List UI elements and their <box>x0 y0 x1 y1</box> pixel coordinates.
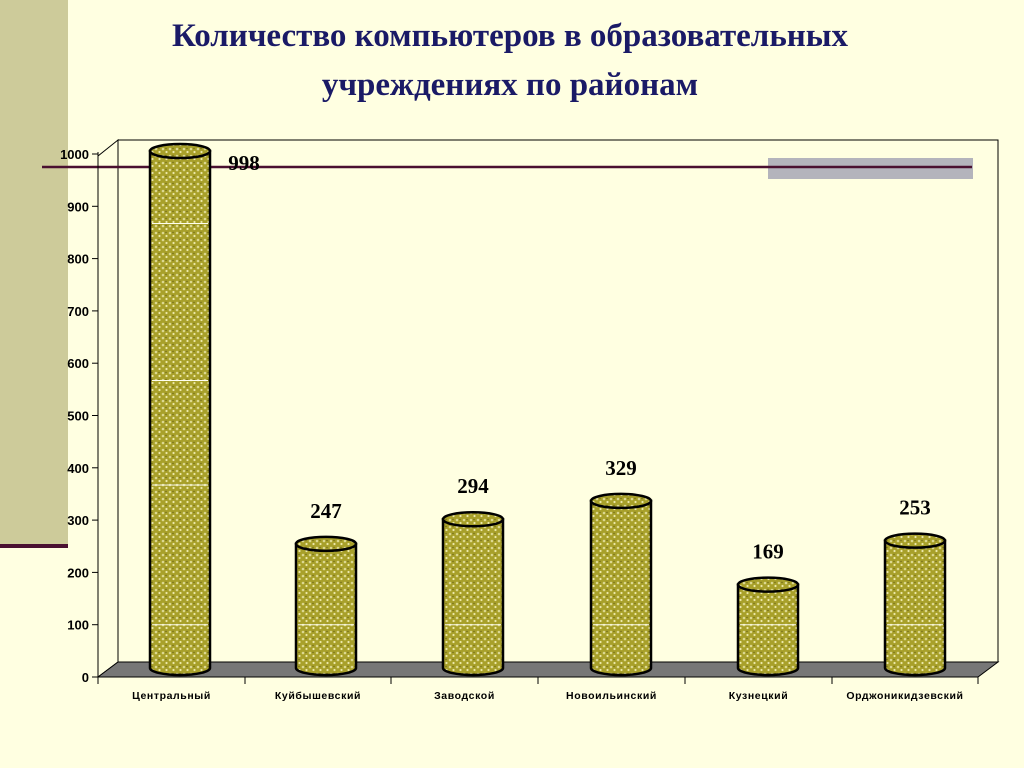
plot-back-wall <box>117 139 999 663</box>
y-tick-label: 0 <box>82 670 89 685</box>
bar <box>148 142 212 677</box>
y-tick-label: 900 <box>67 199 89 214</box>
side-decoration-rule <box>0 544 68 548</box>
accent-gray-bar <box>768 158 973 179</box>
data-label: 329 <box>605 456 637 480</box>
y-tick-label: 200 <box>67 565 89 580</box>
y-tick-label: 500 <box>67 409 89 424</box>
bar <box>883 532 947 677</box>
data-labels: 998 247 294 329 169 253 <box>228 151 931 564</box>
bars <box>148 142 947 677</box>
data-label: 253 <box>899 496 931 520</box>
y-tick-label: 700 <box>67 304 89 319</box>
x-tick-label: Центральный <box>132 690 211 702</box>
x-tick-label: Кузнецкий <box>729 690 789 702</box>
title-line-2: учреждениях по районам <box>321 67 699 103</box>
side-decoration-strip <box>0 0 68 545</box>
y-axis: 0 100 200 300 400 500 600 700 800 900 1000 <box>60 147 99 685</box>
x-tick-label: Новоильинский <box>566 690 657 702</box>
y-tick-label: 600 <box>67 356 89 371</box>
bar <box>294 535 358 677</box>
y-tick-label: 800 <box>67 252 89 267</box>
data-label: 294 <box>457 474 489 498</box>
y-tick-label: 400 <box>67 461 89 476</box>
slide-title: Количество компьютеров в образовательных… <box>70 12 950 110</box>
x-axis: Центральный Куйбышевский Заводской Новоильи… <box>97 677 979 702</box>
bar <box>736 576 800 677</box>
title-line-1: Количество компьютеров в образовательных <box>171 18 849 54</box>
plot-side-wall <box>97 138 119 678</box>
plot-floor <box>96 661 1000 684</box>
bar <box>589 492 653 677</box>
x-tick-label: Заводской <box>434 690 495 702</box>
y-tick-label: 100 <box>67 618 89 633</box>
data-label: 169 <box>752 540 784 564</box>
x-tick-label: Куйбышевский <box>275 690 361 702</box>
bar <box>441 510 505 677</box>
data-label: 998 <box>228 151 260 175</box>
y-tick-label: 1000 <box>60 147 89 162</box>
x-tick-label: Орджоникидзевский <box>846 690 963 702</box>
y-tick-label: 300 <box>67 513 89 528</box>
data-label: 247 <box>310 499 342 523</box>
